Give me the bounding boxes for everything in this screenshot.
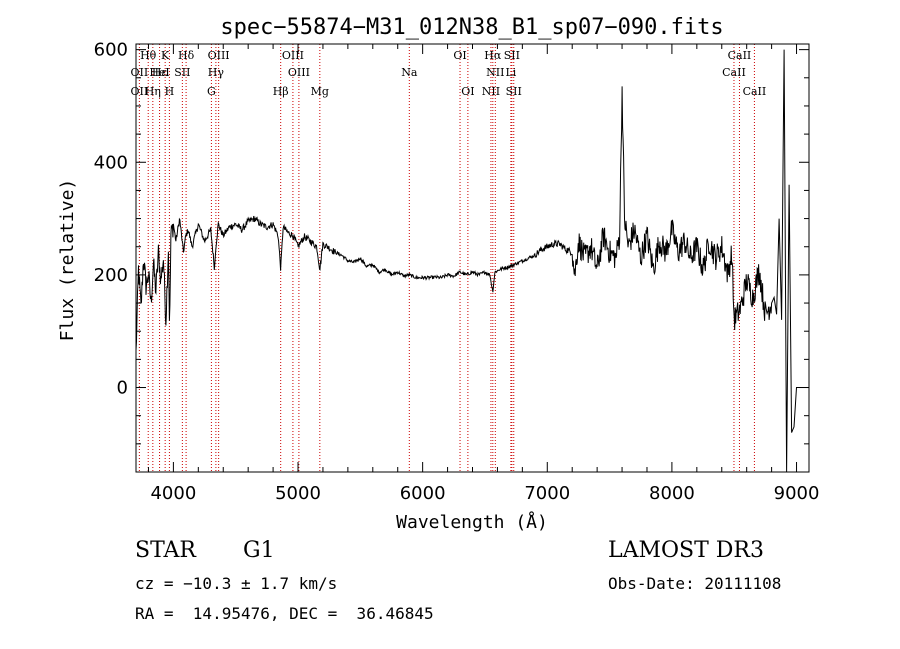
line-label: NII bbox=[482, 85, 500, 98]
plot-frame bbox=[135, 43, 810, 473]
line-label: Hη bbox=[145, 85, 161, 98]
line-label: OI bbox=[461, 85, 474, 98]
line-label: G bbox=[207, 85, 216, 98]
line-label: CaII bbox=[743, 85, 767, 98]
x-tick-label: 9000 bbox=[774, 483, 820, 504]
plot-area bbox=[135, 43, 810, 473]
line-label: OIII bbox=[208, 49, 230, 62]
coords-text: RA = 14.95476, DEC = 36.46845 bbox=[135, 604, 434, 623]
line-label: Li bbox=[505, 66, 516, 79]
x-tick-label: 6000 bbox=[400, 483, 446, 504]
chart-title: spec−55874−M31_012N38_B1_sp07−090.fits bbox=[220, 15, 723, 40]
redshift-text: cz = −10.3 ± 1.7 km/s bbox=[135, 574, 338, 593]
line-label: Hθ bbox=[140, 49, 157, 62]
y-tick-label: 200 bbox=[94, 265, 128, 286]
axis-ticks: 4000 5000 6000 7000 8000 9000 0 200 400 600 bbox=[94, 40, 820, 504]
y-axis-label: Flux (relative) bbox=[57, 179, 78, 342]
line-label: Hα bbox=[484, 49, 502, 62]
line-label: OII bbox=[131, 66, 149, 79]
y-tick-label: 400 bbox=[94, 152, 128, 173]
line-label: Hγ bbox=[208, 66, 225, 79]
x-tick-label: 8000 bbox=[649, 483, 695, 504]
line-label: K bbox=[161, 49, 170, 62]
x-tick-label: 4000 bbox=[150, 483, 196, 504]
line-label: CaII bbox=[722, 66, 746, 79]
line-label: OIII bbox=[282, 49, 304, 62]
line-label: CaII bbox=[728, 49, 752, 62]
line-label: OIII bbox=[288, 66, 310, 79]
line-markers bbox=[138, 44, 755, 472]
x-tick-label: 5000 bbox=[275, 483, 321, 504]
spectrum-line bbox=[135, 49, 809, 473]
obs-date-text: Obs-Date: 20111108 bbox=[608, 574, 782, 593]
line-label: Hδ bbox=[178, 49, 195, 62]
y-tick-label: 0 bbox=[117, 378, 128, 399]
line-label: SII bbox=[506, 85, 522, 98]
x-axis-label: Wavelength (Å) bbox=[396, 511, 548, 533]
line-label: H bbox=[165, 85, 175, 98]
line-label: SII bbox=[174, 66, 190, 79]
line-label: Hβ bbox=[273, 85, 289, 98]
line-label: Hε bbox=[152, 66, 168, 79]
y-tick-label: 600 bbox=[94, 40, 128, 61]
line-label: Mg bbox=[311, 85, 329, 98]
survey-label: LAMOST DR3 bbox=[608, 538, 764, 563]
line-label: Na bbox=[401, 66, 418, 79]
x-tick-label: 7000 bbox=[524, 483, 570, 504]
line-label: OII bbox=[131, 85, 149, 98]
line-label: SII bbox=[504, 49, 520, 62]
star-class: STAR bbox=[135, 538, 196, 563]
line-label: HeI bbox=[149, 66, 169, 79]
line-label: NII bbox=[486, 66, 504, 79]
line-label: OI bbox=[453, 49, 466, 62]
star-subclass: G1 bbox=[243, 538, 275, 563]
